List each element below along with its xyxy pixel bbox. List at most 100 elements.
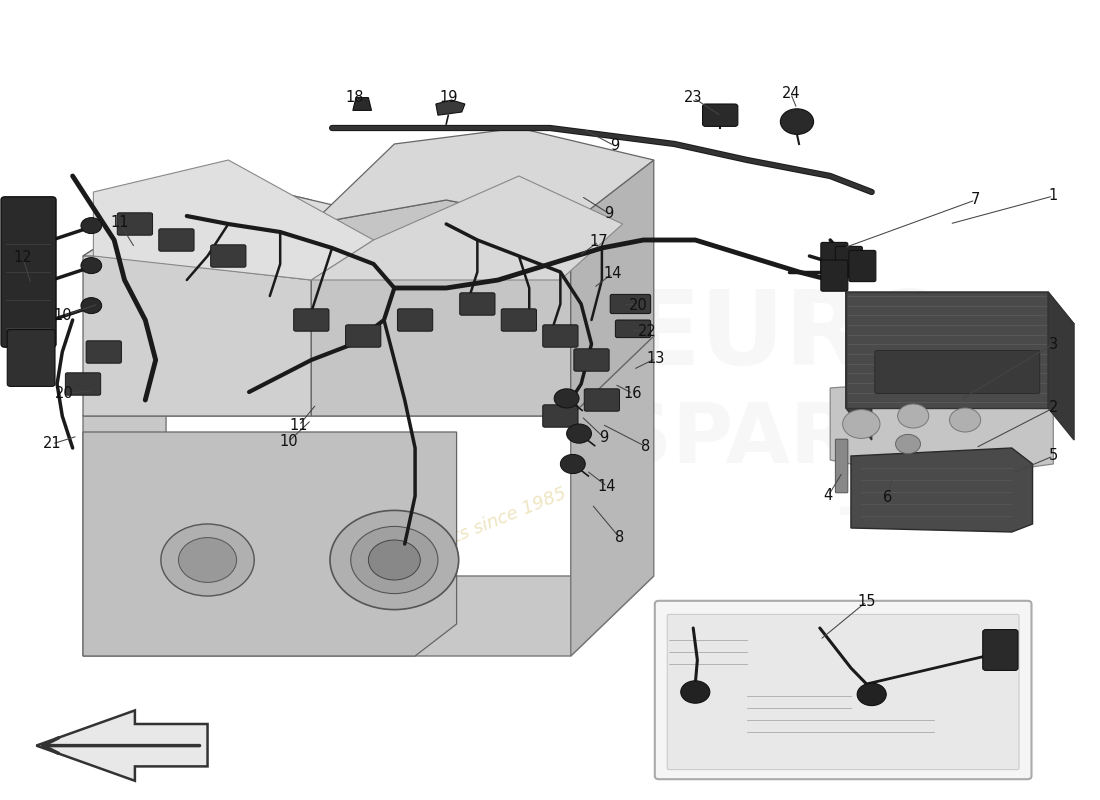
Circle shape bbox=[161, 524, 254, 596]
Text: 24: 24 bbox=[781, 86, 800, 101]
Polygon shape bbox=[82, 336, 653, 656]
Text: 13: 13 bbox=[647, 351, 666, 366]
FancyBboxPatch shape bbox=[118, 213, 153, 235]
Polygon shape bbox=[311, 200, 571, 416]
FancyBboxPatch shape bbox=[821, 260, 848, 291]
Polygon shape bbox=[353, 98, 372, 110]
Text: 10: 10 bbox=[53, 309, 72, 323]
Circle shape bbox=[780, 109, 814, 134]
Text: 20: 20 bbox=[629, 298, 648, 313]
Circle shape bbox=[843, 410, 880, 438]
Circle shape bbox=[351, 526, 438, 594]
FancyBboxPatch shape bbox=[158, 229, 194, 251]
Text: 11: 11 bbox=[110, 215, 129, 230]
Text: 16: 16 bbox=[624, 386, 642, 401]
FancyBboxPatch shape bbox=[1, 197, 56, 347]
FancyBboxPatch shape bbox=[821, 242, 848, 274]
Text: 14: 14 bbox=[597, 479, 616, 494]
Circle shape bbox=[368, 540, 420, 580]
Polygon shape bbox=[82, 336, 653, 416]
Text: 7: 7 bbox=[971, 193, 980, 207]
FancyBboxPatch shape bbox=[460, 293, 495, 315]
FancyBboxPatch shape bbox=[542, 325, 578, 347]
FancyBboxPatch shape bbox=[703, 104, 738, 126]
FancyBboxPatch shape bbox=[397, 309, 432, 331]
Circle shape bbox=[330, 510, 459, 610]
Polygon shape bbox=[571, 160, 653, 416]
Polygon shape bbox=[36, 710, 208, 781]
Polygon shape bbox=[846, 292, 1074, 324]
Circle shape bbox=[178, 538, 236, 582]
FancyBboxPatch shape bbox=[668, 614, 1019, 770]
FancyBboxPatch shape bbox=[65, 373, 101, 395]
FancyBboxPatch shape bbox=[502, 309, 537, 331]
Text: 14: 14 bbox=[603, 266, 622, 281]
Circle shape bbox=[681, 681, 710, 703]
FancyBboxPatch shape bbox=[874, 350, 1040, 394]
Text: 12: 12 bbox=[13, 250, 32, 265]
Text: 8: 8 bbox=[615, 530, 624, 545]
Text: 20: 20 bbox=[55, 386, 74, 401]
Text: 18: 18 bbox=[345, 90, 364, 105]
Polygon shape bbox=[311, 176, 623, 280]
Text: 1: 1 bbox=[1048, 189, 1058, 203]
Text: 8: 8 bbox=[641, 439, 650, 454]
Text: 22: 22 bbox=[638, 324, 657, 338]
FancyBboxPatch shape bbox=[542, 405, 578, 427]
Polygon shape bbox=[436, 100, 465, 115]
Circle shape bbox=[857, 683, 887, 706]
Circle shape bbox=[949, 408, 981, 432]
FancyBboxPatch shape bbox=[835, 439, 848, 493]
Text: 2: 2 bbox=[1048, 401, 1058, 415]
Polygon shape bbox=[94, 160, 374, 280]
Text: 11: 11 bbox=[289, 418, 308, 433]
Polygon shape bbox=[846, 292, 871, 440]
FancyBboxPatch shape bbox=[584, 389, 619, 411]
Text: 21: 21 bbox=[43, 437, 62, 451]
Polygon shape bbox=[846, 292, 1048, 408]
Circle shape bbox=[81, 258, 101, 274]
FancyBboxPatch shape bbox=[8, 330, 55, 386]
Polygon shape bbox=[82, 176, 311, 416]
Text: 17: 17 bbox=[590, 234, 608, 249]
Polygon shape bbox=[82, 176, 415, 280]
FancyBboxPatch shape bbox=[610, 294, 651, 314]
Text: SPARES: SPARES bbox=[613, 399, 971, 481]
Text: 3: 3 bbox=[1048, 337, 1058, 351]
Text: a passion for parts since 1985: a passion for parts since 1985 bbox=[310, 485, 570, 603]
FancyBboxPatch shape bbox=[294, 309, 329, 331]
Text: 23: 23 bbox=[684, 90, 703, 105]
Circle shape bbox=[566, 424, 592, 443]
Circle shape bbox=[554, 389, 579, 408]
FancyBboxPatch shape bbox=[849, 250, 876, 282]
Circle shape bbox=[898, 404, 928, 428]
FancyBboxPatch shape bbox=[345, 325, 381, 347]
FancyBboxPatch shape bbox=[86, 341, 121, 363]
Polygon shape bbox=[1048, 292, 1074, 440]
Polygon shape bbox=[82, 432, 456, 656]
Text: 9: 9 bbox=[605, 206, 614, 221]
FancyBboxPatch shape bbox=[654, 601, 1032, 779]
Circle shape bbox=[81, 298, 101, 314]
FancyBboxPatch shape bbox=[835, 246, 862, 278]
FancyBboxPatch shape bbox=[982, 630, 1018, 670]
Circle shape bbox=[81, 218, 101, 234]
FancyBboxPatch shape bbox=[615, 320, 651, 338]
Text: 5: 5 bbox=[1048, 449, 1058, 463]
Polygon shape bbox=[571, 336, 653, 656]
Circle shape bbox=[560, 454, 585, 474]
Text: 15: 15 bbox=[857, 594, 876, 609]
Text: 9: 9 bbox=[600, 430, 608, 445]
Polygon shape bbox=[851, 448, 1033, 532]
Circle shape bbox=[895, 434, 921, 454]
Text: 10: 10 bbox=[279, 434, 298, 449]
Polygon shape bbox=[830, 372, 1054, 480]
FancyBboxPatch shape bbox=[574, 349, 609, 371]
Text: 9: 9 bbox=[609, 138, 619, 153]
Polygon shape bbox=[311, 128, 653, 224]
Text: 6: 6 bbox=[882, 490, 892, 505]
Text: 19: 19 bbox=[439, 90, 458, 105]
Text: EURO: EURO bbox=[630, 286, 954, 386]
Text: 1985: 1985 bbox=[832, 463, 1016, 529]
FancyBboxPatch shape bbox=[211, 245, 246, 267]
